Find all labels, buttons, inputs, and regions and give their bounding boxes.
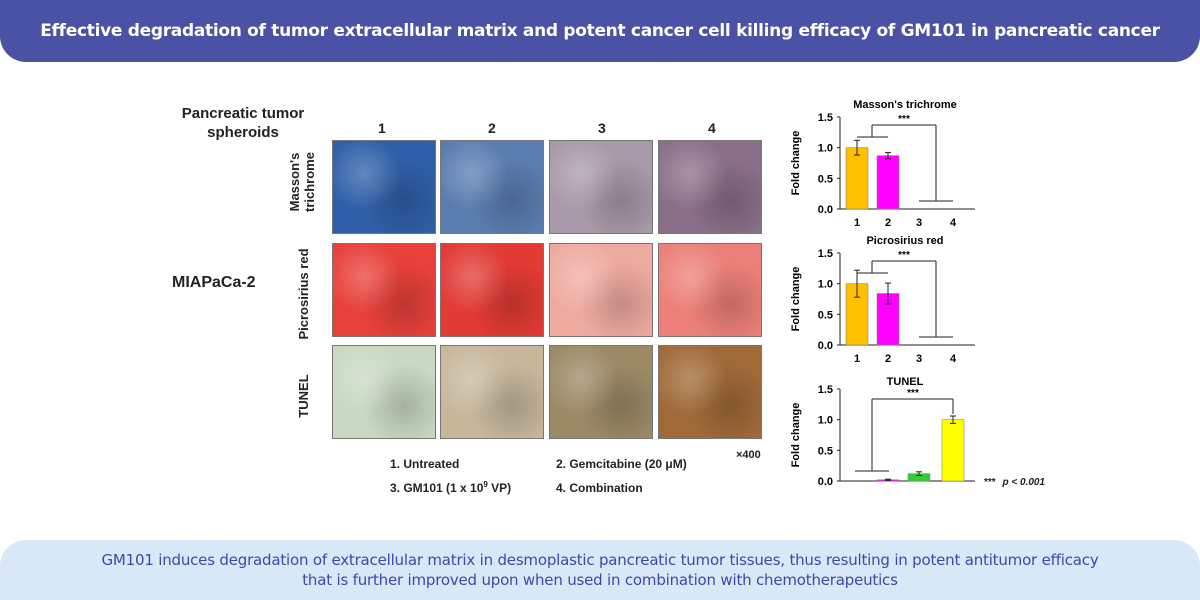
y-tick-label: 1.5 [818,112,833,124]
histology-tile-tunel-1 [332,345,436,439]
column-number-2: 2 [488,120,496,136]
x-tick-label: 3 [916,353,922,365]
row-label-picrosirius-line1: Picrosirius red [296,248,311,340]
histology-tile-picro-2 [440,243,544,337]
x-tick-label: 3 [916,217,922,229]
summary-banner: GM101 induces degradation of extracellul… [0,540,1200,600]
y-tick-label: 0.5 [818,445,833,457]
legend-item-gm101-suffix: VP) [487,481,512,495]
legend-item-untreated: 1. Untreated [390,457,460,471]
magnification-label: ×400 [736,449,761,461]
column-number-3: 3 [598,120,606,136]
chart-title: Picrosirius red [866,235,943,247]
significance-label: *** [898,250,910,261]
y-tick-label: 0.0 [818,204,833,216]
row-label-tunel-line1: TUNEL [296,374,311,418]
histology-tile-masson-2 [440,140,544,234]
page-title: Effective degradation of tumor extracell… [40,21,1160,41]
y-tick-label: 0.5 [818,173,833,185]
y-tick-label: 1.0 [818,143,833,155]
bar-4 [941,419,965,482]
chart-title: TUNEL [887,376,924,388]
row-label-masson-line2: trichrome [302,152,317,212]
row-label-tunel: TUNEL [296,341,314,451]
x-tick-label: 2 [885,353,891,365]
histology-tile-masson-4 [658,140,762,234]
x-tick-label: 1 [854,353,860,365]
legend-item-gm101: 3. GM101 (1 x 109 VP) [390,480,511,495]
y-axis-label: Fold change [790,131,802,196]
significance-label: *** [907,388,919,399]
significance-label: *** [898,114,910,125]
y-tick-label: 1.0 [818,279,833,291]
histology-tile-tunel-4 [658,345,762,439]
spheroid-label: Pancreatic tumor spheroids [168,104,318,142]
bar-2 [876,155,900,210]
histology-tile-masson-1 [332,140,436,234]
spheroid-label-line2: spheroids [207,124,279,141]
x-tick-label: 4 [950,353,957,365]
pvalue-text: p < 0.001 [1002,477,1045,488]
x-tick-label: 2 [885,217,891,229]
bar-1 [845,147,869,210]
histology-tile-picro-3 [549,243,653,337]
histology-tile-picro-4 [658,243,762,337]
pvalue-stars: *** [984,477,996,488]
x-tick-label: 1 [854,217,860,229]
bar-chart-masson: Masson's trichrome Fold change 0.0 0.5 1.0 1.… [790,99,975,229]
legend-item-gm101-exponent: 9 [483,480,488,489]
cell-line-label: MIAPaCa-2 [172,274,256,291]
row-label-masson-line1: Masson's [287,152,302,212]
column-number-1: 1 [378,120,386,136]
spheroid-label-line1: Pancreatic tumor [181,105,305,122]
y-axis-label: Fold change [790,267,802,332]
title-banner: Effective degradation of tumor extracell… [0,0,1200,62]
legend-item-gemcitabine: 2. Gemcitabine (20 μM) [556,457,687,471]
row-label-picrosirius: Picrosirius red [296,239,314,349]
y-axis-label: Fold change [790,403,802,468]
y-tick-label: 0.5 [818,309,833,321]
column-number-4: 4 [708,120,716,136]
legend-item-gm101-prefix: 3. GM101 (1 x 10 [390,481,484,495]
histology-tile-masson-3 [549,140,653,234]
y-tick-label: 1.5 [818,248,833,260]
row-label-masson: Masson's trichrome [287,127,319,237]
pvalue-note: *** p < 0.001 [984,477,1045,488]
y-tick-label: 1.0 [818,415,833,427]
histology-tile-tunel-2 [440,345,544,439]
y-tick-label: 0.0 [818,476,833,488]
chart-title: Masson's trichrome [853,99,956,111]
bar-chart-picrosirius: Picrosirius red Fold change 0.0 0.5 1.0 1.5 1 2… [790,235,975,365]
histology-tile-tunel-3 [549,345,653,439]
x-tick-label: 4 [950,217,957,229]
summary-text: GM101 induces degradation of extracellul… [101,551,1099,589]
y-tick-label: 0.0 [818,340,833,352]
histology-tile-picro-1 [332,243,436,337]
bar-chart-tunel: TUNEL Fold change 0.0 0.5 1.0 1.5 *** [790,376,975,488]
legend-item-combination: 4. Combination [556,481,643,495]
y-tick-label: 1.5 [818,384,833,396]
